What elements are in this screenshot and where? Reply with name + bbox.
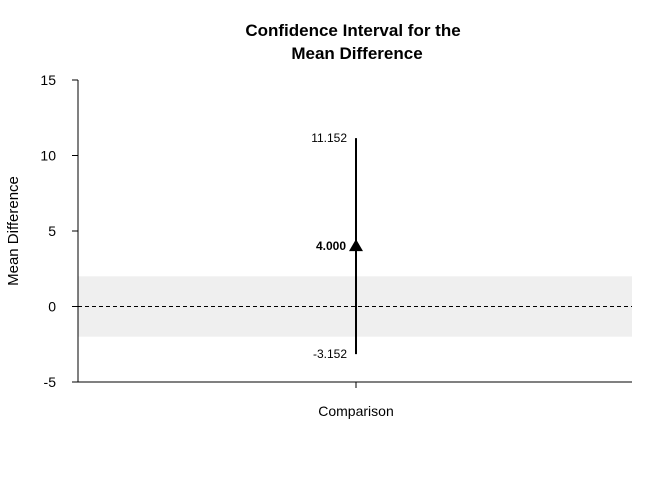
x-tick-label: Comparison <box>318 403 393 419</box>
y-tick-label: 5 <box>48 223 56 239</box>
intervals: 11.152 4.000 -3.152 <box>311 131 363 361</box>
chart-title-line1: Confidence Interval for the <box>245 21 460 40</box>
estimate-marker <box>349 239 363 252</box>
chart-title-line2: Mean Difference <box>291 44 422 63</box>
y-tick-label: -5 <box>44 374 57 390</box>
x-ticks: Comparison <box>318 382 394 419</box>
estimate-label: 4.000 <box>316 239 346 253</box>
y-axis-label: Mean Difference <box>5 176 22 286</box>
upper-bound-label: 11.152 <box>311 131 347 145</box>
y-tick-label: 10 <box>40 148 56 164</box>
y-ticks: -5 0 5 10 15 <box>40 72 78 390</box>
y-tick-label: 0 <box>48 299 56 315</box>
y-tick-label: 15 <box>40 72 56 88</box>
lower-bound-label: -3.152 <box>313 347 347 361</box>
